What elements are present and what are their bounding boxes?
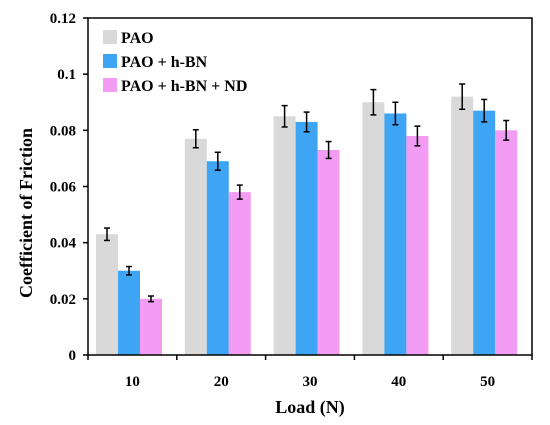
y-tick-label: 0.12: [50, 11, 76, 27]
legend-label: PAO + h-BN: [121, 54, 208, 71]
y-tick-label: 0.1: [57, 67, 76, 83]
y-tick-label: 0.06: [50, 180, 77, 196]
x-tick-label: 20: [214, 374, 229, 390]
bar: [295, 121, 318, 356]
axes: 10 20 30 40 50 0 0.02 0.04 0.06 0.08 0.1 0.12: [50, 11, 533, 390]
bar: [362, 102, 385, 355]
bar: [384, 113, 407, 355]
legend-swatch: [103, 54, 117, 68]
y-tick-label: 0.08: [50, 123, 76, 139]
x-axis-title: Load (N): [275, 397, 345, 418]
bar: [406, 135, 429, 355]
x-tick-label: 30: [303, 374, 318, 390]
bar: [140, 298, 162, 355]
x-tick-label: 40: [391, 374, 406, 390]
x-tick-label: 50: [480, 374, 495, 390]
y-axis-title: Coefficient of Friction: [16, 128, 36, 298]
y-tick-label: 0.02: [50, 292, 76, 308]
bar: [273, 116, 296, 356]
x-tick-label: 10: [125, 374, 140, 390]
bar: [473, 110, 496, 355]
bar: [96, 234, 118, 355]
legend-label: PAO: [121, 30, 154, 47]
legend-swatch: [103, 30, 117, 44]
bar: [317, 149, 340, 355]
bar: [118, 270, 140, 355]
y-tick-label: 0: [69, 348, 77, 364]
legend-swatch: [103, 78, 117, 92]
bar: [228, 192, 251, 355]
legend-label: PAO + h-BN + ND: [121, 78, 247, 95]
bar: [184, 138, 207, 355]
plot-area: [96, 83, 518, 356]
legend: PAO PAO + h-BN PAO + h-BN + ND: [103, 30, 247, 95]
bar: [495, 130, 518, 355]
y-tick-label: 0.04: [50, 236, 77, 252]
bar: [451, 96, 474, 355]
bar: [206, 161, 229, 355]
